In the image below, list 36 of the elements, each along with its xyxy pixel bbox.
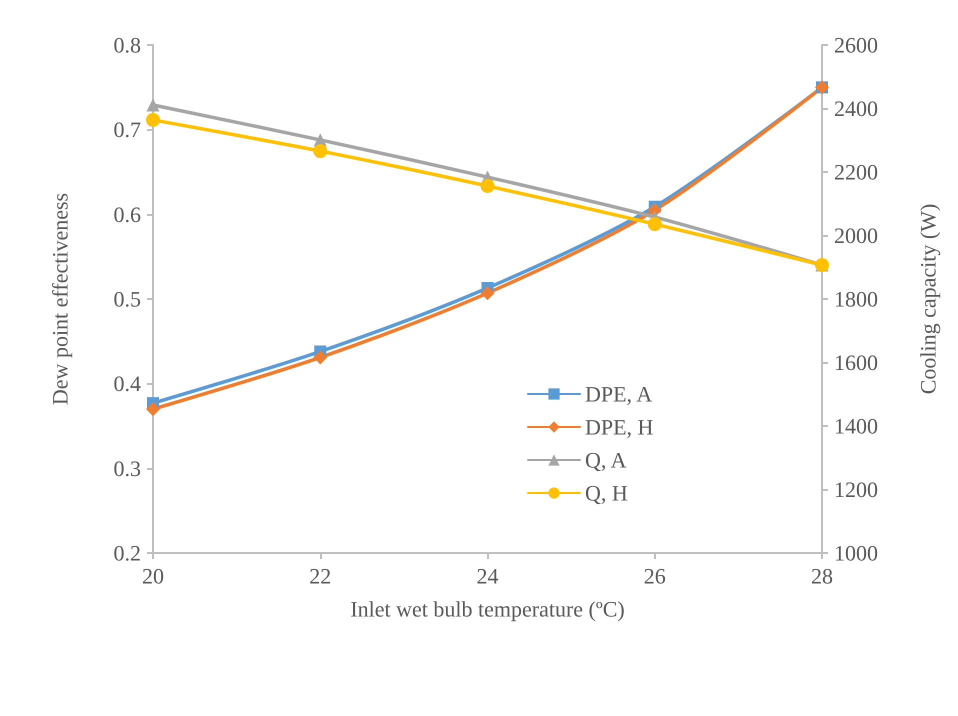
y-tick-label: 0.8 xyxy=(114,32,141,58)
legend-label: Q, A xyxy=(585,448,627,472)
y2-axis-title: Cooling capacity (W) xyxy=(916,204,940,394)
y-tick-label: 0.5 xyxy=(114,286,141,312)
x-tick-label: 24 xyxy=(476,564,498,588)
x-tick-label: 22 xyxy=(309,564,332,588)
y-axis-title: Dew point effectiveness xyxy=(48,192,72,406)
point xyxy=(480,286,494,300)
y-tick-label: 0.7 xyxy=(114,117,141,142)
x-tick-label: 28 xyxy=(811,564,833,588)
y2-tick-label: 1400 xyxy=(834,414,878,438)
y-tick-label: 0.6 xyxy=(114,202,141,227)
y2-tick-label: 1200 xyxy=(834,477,878,502)
point xyxy=(480,178,494,193)
y-tick-label: 0.2 xyxy=(114,540,141,566)
legend-label: Q, H xyxy=(585,480,628,506)
point xyxy=(313,144,328,158)
point xyxy=(146,402,160,416)
y2-tick-label: 2200 xyxy=(834,160,878,184)
y-tick-label: 0.3 xyxy=(114,456,141,481)
point xyxy=(313,350,328,364)
y2-tick-label: 2000 xyxy=(834,223,878,248)
y-tick-label: 0.4 xyxy=(114,371,141,396)
y2-tick-label: 1800 xyxy=(834,286,878,312)
point xyxy=(146,98,160,112)
x-tick-label: 26 xyxy=(644,564,666,588)
y2-tick-label: 1000 xyxy=(834,540,878,566)
x-tick-label: 20 xyxy=(142,564,164,588)
legend-label: DPE, A xyxy=(585,382,652,406)
y2-tick-label: 1600 xyxy=(834,350,878,375)
x-axis-title: Inlet wet bulb temperature (ºC) xyxy=(350,596,625,622)
point xyxy=(648,217,662,232)
y2-tick-label: 2400 xyxy=(834,96,878,121)
legend-label: DPE, H xyxy=(585,414,654,440)
y2-tick-label: 2600 xyxy=(834,32,878,58)
point xyxy=(146,112,160,127)
